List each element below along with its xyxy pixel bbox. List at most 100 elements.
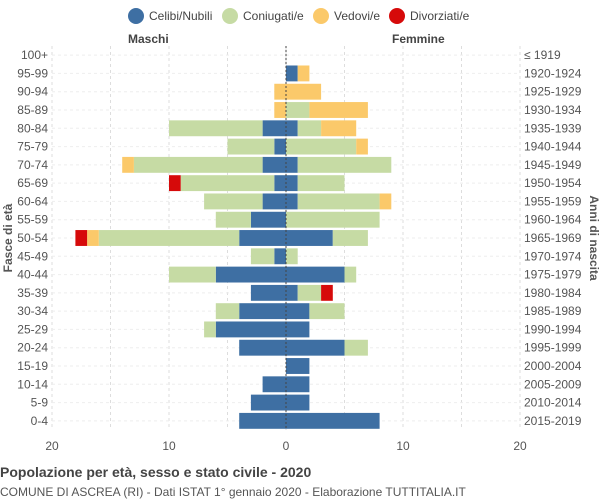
legend-label-celibi: Celibi/Nubili (149, 9, 213, 23)
birth-year-tick-label: 1925-1929 (524, 85, 582, 99)
age-tick-label: 20-24 (17, 341, 48, 355)
bar-male-coniugati-60-64 (204, 193, 263, 210)
bar-male-coniugati-75-79 (227, 138, 275, 155)
birth-year-tick-label: 1980-1984 (524, 286, 582, 300)
legend-item-coniugati: Coniugati/e (222, 6, 304, 26)
bar-male-coniugati-70-74 (133, 156, 263, 173)
bar-male-celibi-20-24 (239, 339, 286, 356)
bar-male-vedovi-90-94 (274, 83, 286, 100)
birth-year-tick-label: 1965-1969 (524, 231, 582, 245)
x-tick-label: 0 (283, 439, 290, 453)
birth-year-tick-label: 1955-1959 (524, 194, 582, 208)
birth-year-tick-label: 1960-1964 (524, 213, 582, 227)
bar-female-celibi-25-29 (286, 321, 310, 338)
legend-label-divorziati: Divorziati/e (410, 9, 470, 23)
bar-female-vedovi-85-89 (309, 102, 368, 118)
bar-male-celibi-80-84 (262, 120, 286, 137)
bar-female-coniugati-75-79 (286, 138, 357, 155)
age-tick-label: 45-49 (17, 249, 48, 263)
bar-male-celibi-30-34 (239, 303, 286, 320)
age-tick-label: 35-39 (17, 286, 48, 300)
bar-male-celibi-0-4 (239, 412, 286, 429)
bar-male-coniugati-45-49 (250, 248, 275, 265)
age-tick-label: 85-89 (17, 103, 48, 117)
legend-item-vedovi: Vedovi/e (313, 6, 380, 26)
x-tick-label: 10 (162, 439, 176, 453)
bar-male-celibi-65-69 (274, 175, 286, 192)
bar-male-divorziati-65-69 (169, 175, 181, 192)
legend-swatch-coniugati (222, 8, 238, 24)
bar-male-celibi-40-44 (215, 266, 286, 283)
bar-female-celibi-60-64 (286, 193, 298, 210)
birth-year-tick-label: 2005-2009 (524, 377, 582, 391)
bar-female-coniugati-50-54 (332, 230, 368, 246)
bar-female-coniugati-40-44 (344, 266, 357, 283)
age-tick-label: 0-4 (31, 414, 49, 428)
legend-label-coniugati: Coniugati/e (243, 9, 304, 23)
bar-female-coniugati-55-59 (286, 211, 380, 228)
age-tick-label: 65-69 (17, 176, 48, 190)
bar-male-celibi-55-59 (250, 211, 286, 228)
bar-male-coniugati-25-29 (204, 321, 216, 338)
bar-male-celibi-10-14 (262, 376, 286, 393)
bar-female-coniugati-45-49 (286, 248, 298, 265)
bar-male-celibi-50-54 (239, 230, 286, 246)
age-tick-label: 50-54 (17, 231, 48, 245)
legend-item-celibi: Celibi/Nubili (128, 6, 212, 26)
bar-female-celibi-65-69 (286, 175, 298, 192)
bar-female-celibi-35-39 (286, 284, 298, 301)
females-header: Femmine (392, 32, 445, 46)
bar-male-vedovi-70-74 (122, 156, 134, 173)
age-tick-label: 80-84 (17, 121, 48, 135)
bar-male-celibi-5-9 (250, 394, 286, 411)
bar-female-celibi-30-34 (286, 303, 310, 320)
bar-male-coniugati-80-84 (169, 120, 263, 137)
birth-year-tick-label: 2010-2014 (524, 396, 582, 410)
chart-subtitle: COMUNE DI ASCREA (RI) - Dati ISTAT 1° ge… (0, 485, 466, 499)
bar-female-vedovi-60-64 (379, 193, 392, 210)
age-tick-label: 40-44 (17, 268, 48, 282)
bar-female-celibi-40-44 (286, 266, 345, 283)
legend-swatch-vedovi (313, 8, 329, 24)
birth-year-tick-label: 1985-1989 (524, 304, 582, 318)
age-tick-label: 10-14 (17, 377, 48, 391)
age-tick-label: 100+ (21, 48, 48, 62)
legend-swatch-divorziati (389, 8, 405, 24)
age-tick-label: 55-59 (17, 213, 48, 227)
birth-year-tick-label: 1930-1934 (524, 103, 582, 117)
legend: Celibi/Nubili Coniugati/e Vedovi/e Divor… (0, 6, 600, 26)
bar-male-divorziati-50-54 (75, 230, 88, 246)
birth-year-tick-label: 1920-1924 (524, 66, 582, 80)
birth-year-tick-label: 2000-2004 (524, 359, 582, 373)
bar-female-coniugati-20-24 (344, 339, 368, 356)
bar-male-coniugati-55-59 (215, 211, 251, 228)
y-axis-label-left: Fasce di età (1, 203, 15, 272)
bar-female-celibi-10-14 (286, 376, 310, 393)
bar-female-vedovi-95-99 (297, 65, 310, 82)
age-tick-label: 70-74 (17, 158, 48, 172)
age-tick-label: 25-29 (17, 322, 48, 336)
chart-title: Popolazione per età, sesso e stato civil… (0, 464, 312, 480)
legend-label-vedovi: Vedovi/e (334, 9, 381, 23)
birth-year-tick-label: 1945-1949 (524, 158, 582, 172)
bar-female-celibi-50-54 (286, 230, 333, 246)
bar-female-celibi-20-24 (286, 339, 345, 356)
x-tick-label: 20 (513, 439, 527, 453)
bar-female-coniugati-80-84 (297, 120, 322, 137)
birth-year-tick-label: 1995-1999 (524, 341, 582, 355)
birth-year-tick-label: 1940-1944 (524, 140, 582, 154)
population-pyramid-chart: 100+ ≤ 1919 95-99 1920-1924 90-94 1925-1929 85… (1, 46, 600, 453)
bar-male-vedovi-85-89 (274, 102, 286, 118)
legend-item-divorziati: Divorziati/e (389, 6, 469, 26)
bar-male-celibi-75-79 (274, 138, 286, 155)
bar-male-celibi-25-29 (215, 321, 286, 338)
bar-female-coniugati-65-69 (297, 175, 345, 192)
birth-year-tick-label: 1975-1979 (524, 268, 582, 282)
bar-female-celibi-80-84 (286, 120, 298, 137)
x-tick-label: 20 (45, 439, 59, 453)
age-tick-label: 15-19 (17, 359, 48, 373)
bar-female-celibi-0-4 (286, 412, 380, 429)
bar-male-vedovi-50-54 (87, 230, 99, 246)
bar-female-celibi-95-99 (286, 65, 298, 82)
bar-female-vedovi-90-94 (286, 83, 322, 100)
